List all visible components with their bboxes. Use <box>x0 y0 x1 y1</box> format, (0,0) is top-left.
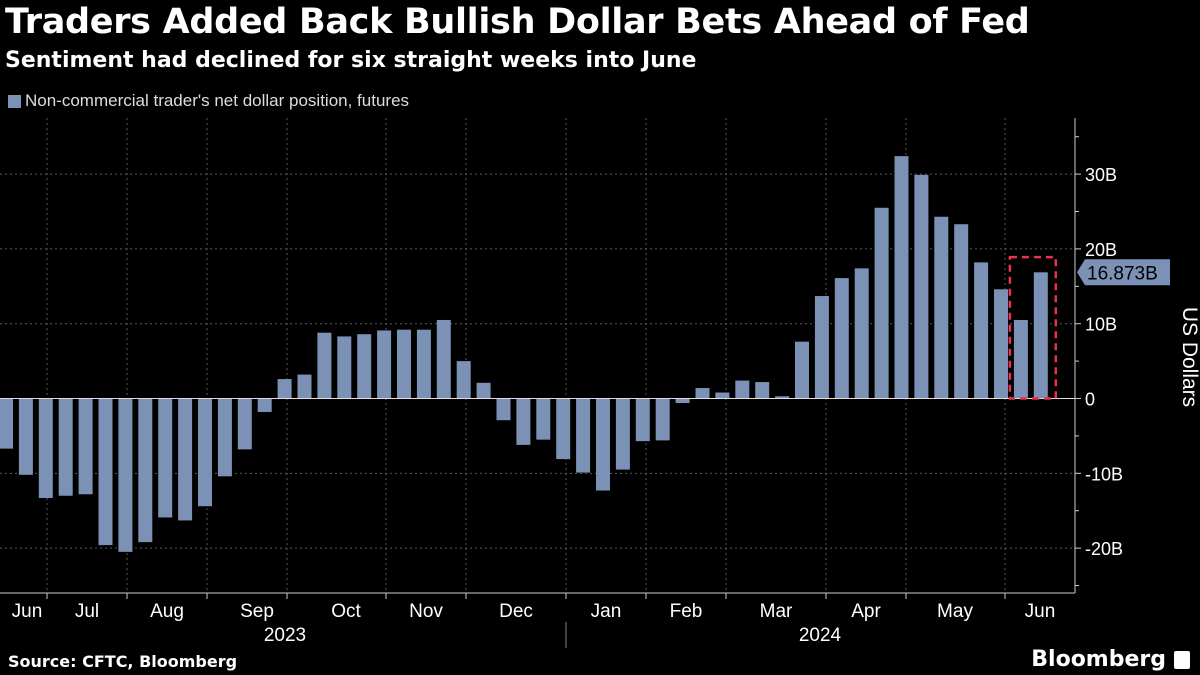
bloomberg-logo-icon <box>1174 650 1190 669</box>
x-tick-label: Dec <box>499 601 533 622</box>
highlight-box <box>1008 255 1058 400</box>
bar <box>158 398 173 518</box>
bar <box>317 332 332 399</box>
x-tick-label: Mar <box>760 601 793 622</box>
x-tick-label: Nov <box>409 601 443 622</box>
bar <box>416 329 431 399</box>
bar <box>954 224 969 399</box>
bar <box>257 398 272 412</box>
bar <box>277 379 292 399</box>
bar <box>874 207 889 399</box>
year-label: 2023 <box>264 625 306 646</box>
y-tick-label: -10B <box>1085 464 1123 484</box>
bar <box>38 398 53 498</box>
legend: Non-commercial trader's net dollar posit… <box>8 91 409 111</box>
x-tick-label: May <box>937 601 973 622</box>
x-tick-label: Aug <box>150 601 184 622</box>
bar <box>635 398 650 442</box>
bar <box>1013 319 1028 399</box>
bar <box>735 380 750 399</box>
x-tick-label: Jun <box>1025 601 1056 622</box>
bar <box>337 336 352 399</box>
bar <box>436 319 451 399</box>
bar <box>496 398 511 421</box>
bar <box>795 341 809 399</box>
y-axis-title: US Dollars <box>1178 307 1200 407</box>
bar <box>814 296 829 399</box>
bar <box>715 392 730 399</box>
bar <box>536 398 551 440</box>
bar <box>217 398 232 477</box>
source-note: Source: CFTC, Bloomberg <box>8 652 238 671</box>
bar <box>934 216 949 399</box>
bar <box>615 398 630 470</box>
annotation-layer: 16.873B <box>1008 255 1170 400</box>
chart-subtitle: Sentiment had declined for six straight … <box>5 48 697 73</box>
bar <box>98 398 113 546</box>
x-tick-label: Jul <box>75 601 99 622</box>
legend-label: Non-commercial trader's net dollar posit… <box>25 91 410 110</box>
bar <box>198 398 212 507</box>
x-tick-label: Jun <box>12 601 43 622</box>
bar <box>675 398 690 403</box>
bar <box>775 396 790 399</box>
bar <box>834 278 849 399</box>
bar <box>357 334 372 399</box>
legend-swatch <box>8 94 21 108</box>
x-tick-label: Sep <box>240 601 274 622</box>
last-value-callout <box>1077 259 1170 286</box>
bar <box>397 329 411 399</box>
brand-name: Bloomberg <box>1031 647 1166 672</box>
bar <box>118 398 133 552</box>
bar <box>18 398 33 475</box>
bar <box>0 398 13 449</box>
bar <box>178 398 193 521</box>
bar <box>237 398 252 450</box>
x-tick-label: Feb <box>670 601 703 622</box>
chart-title: Traders Added Back Bullish Dollar Bets A… <box>5 2 1030 42</box>
bar <box>58 398 73 496</box>
bar <box>695 388 710 399</box>
year-label: 2024 <box>799 625 842 646</box>
bar <box>596 398 610 491</box>
bar <box>456 361 471 399</box>
bar <box>576 398 591 473</box>
bar <box>854 268 869 399</box>
bar-layer <box>0 156 1048 552</box>
bar <box>755 382 770 399</box>
bar <box>1033 272 1048 399</box>
x-tick-label: Oct <box>331 601 361 622</box>
y-tick-label: 10B <box>1085 315 1117 335</box>
y-tick-label: 30B <box>1085 165 1117 185</box>
bar <box>297 374 312 399</box>
bar <box>655 398 670 441</box>
bar <box>994 289 1008 399</box>
x-tick-label: Apr <box>851 601 881 622</box>
brand-logo: Bloomberg <box>1031 647 1190 672</box>
bar <box>377 330 392 399</box>
y-tick-label: -20B <box>1085 539 1123 559</box>
bar <box>894 156 909 399</box>
last-value-label: 16.873B <box>1087 263 1158 284</box>
grid-layer <box>0 118 1075 593</box>
axis-layer: 30B 20B 10B 0 -10B -20B Jun Jul Aug Sep Oct Nov Dec J… <box>0 118 1200 648</box>
bar <box>138 398 153 543</box>
bar <box>516 398 531 445</box>
bar <box>556 398 571 460</box>
bar <box>476 382 491 399</box>
y-tick-label: 0 <box>1085 390 1095 410</box>
bar <box>914 174 929 399</box>
bar <box>974 262 989 399</box>
bar <box>78 398 93 495</box>
y-tick-label: 20B <box>1085 240 1117 260</box>
x-tick-label: Jan <box>591 601 622 622</box>
